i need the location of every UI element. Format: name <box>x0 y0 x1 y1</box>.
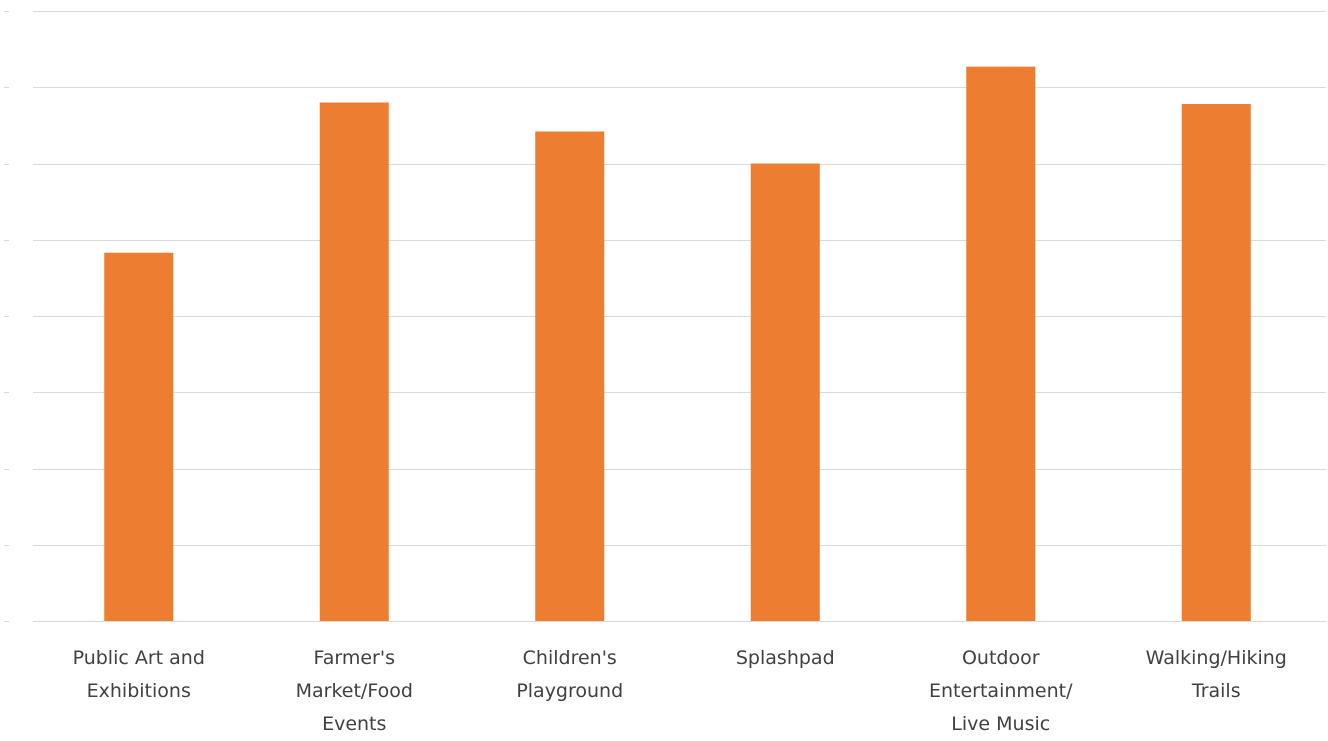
x-tick-label: Splashpad <box>690 642 880 675</box>
bar-5 <box>966 66 1036 622</box>
x-tick-label-line: Splashpad <box>735 647 835 669</box>
x-tick-label: Walking/Hiking Trails <box>1121 642 1311 708</box>
bar-6 <box>1181 104 1251 621</box>
x-tick-label: Farmer's Market/Food Events <box>259 642 449 741</box>
y-axis-ticks <box>4 11 9 622</box>
x-tick-label-line: Public Art and <box>72 647 205 669</box>
gridlines <box>33 11 1326 546</box>
x-tick-label-line: Children's <box>522 647 617 669</box>
x-tick-label-line: Market/Food <box>295 680 413 702</box>
bar-2 <box>319 102 389 621</box>
x-tick-label-line: Live Music <box>951 713 1051 735</box>
x-tick-label-line: Farmer's <box>313 647 395 669</box>
bar-1 <box>104 252 174 621</box>
bar-4 <box>750 163 820 621</box>
bar-3 <box>535 131 605 621</box>
x-tick-label-line: Trails <box>1191 680 1241 702</box>
bars <box>104 66 1251 622</box>
x-tick-label: Outdoor Entertainment/Live Music <box>906 642 1096 741</box>
x-tick-label-line: Walking/Hiking <box>1145 647 1287 669</box>
x-tick-label-line: Playground <box>516 680 624 702</box>
x-tick-label-line: Events <box>322 713 387 735</box>
x-tick-label: Public Art and Exhibitions <box>44 642 234 708</box>
x-tick-label-line: Outdoor <box>961 647 1040 669</box>
x-tick-label-line: Exhibitions <box>86 680 191 702</box>
x-tick-label-line: Entertainment/ <box>928 680 1073 702</box>
x-tick-label: Children's Playground <box>475 642 665 708</box>
